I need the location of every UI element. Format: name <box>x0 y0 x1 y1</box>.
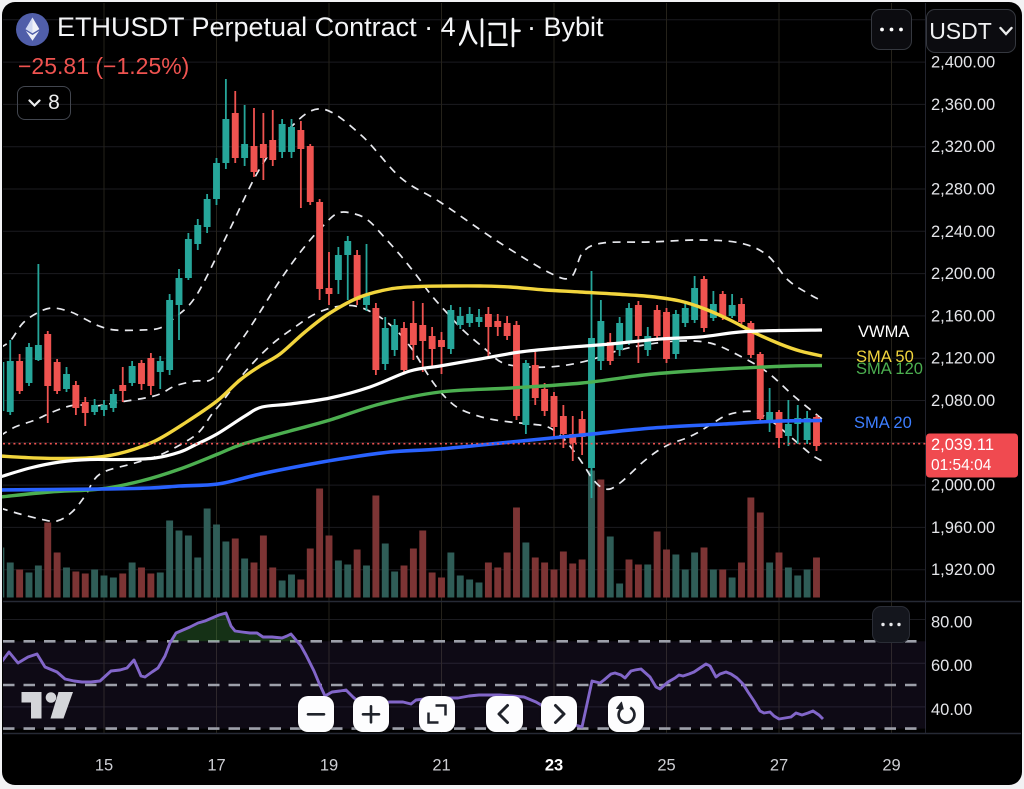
svg-text:01:54:04: 01:54:04 <box>931 457 992 474</box>
svg-text:2,120.00: 2,120.00 <box>931 350 995 368</box>
svg-text:2,240.00: 2,240.00 <box>931 223 995 241</box>
svg-text:27: 27 <box>770 757 788 775</box>
svg-text:60.00: 60.00 <box>931 657 972 675</box>
svg-text:SMA 50: SMA 50 <box>856 348 914 366</box>
svg-text:21: 21 <box>432 757 450 775</box>
svg-text:40.00: 40.00 <box>931 701 972 719</box>
svg-text:19: 19 <box>320 757 338 775</box>
svg-text:2,320.00: 2,320.00 <box>931 138 995 156</box>
svg-text:SMA 20: SMA 20 <box>854 414 912 432</box>
svg-text:1,920.00: 1,920.00 <box>931 561 995 579</box>
svg-text:VWMA: VWMA <box>858 323 909 341</box>
svg-text:2,280.00: 2,280.00 <box>931 181 995 199</box>
svg-text:2,080.00: 2,080.00 <box>931 392 995 410</box>
svg-text:17: 17 <box>207 757 225 775</box>
svg-text:2,360.00: 2,360.00 <box>931 96 995 114</box>
svg-text:25: 25 <box>657 757 675 775</box>
svg-text:2,000.00: 2,000.00 <box>931 477 995 495</box>
svg-text:80.00: 80.00 <box>931 614 972 632</box>
svg-text:1,960.00: 1,960.00 <box>931 519 995 537</box>
svg-text:29: 29 <box>882 757 900 775</box>
svg-text:2,039.11: 2,039.11 <box>931 436 994 454</box>
svg-text:15: 15 <box>95 757 113 775</box>
svg-text:2,160.00: 2,160.00 <box>931 307 995 325</box>
svg-text:2,200.00: 2,200.00 <box>931 265 995 283</box>
svg-text:23: 23 <box>545 757 563 775</box>
svg-text:SMA 120: SMA 120 <box>856 360 923 378</box>
svg-text:2,400.00: 2,400.00 <box>931 54 995 72</box>
